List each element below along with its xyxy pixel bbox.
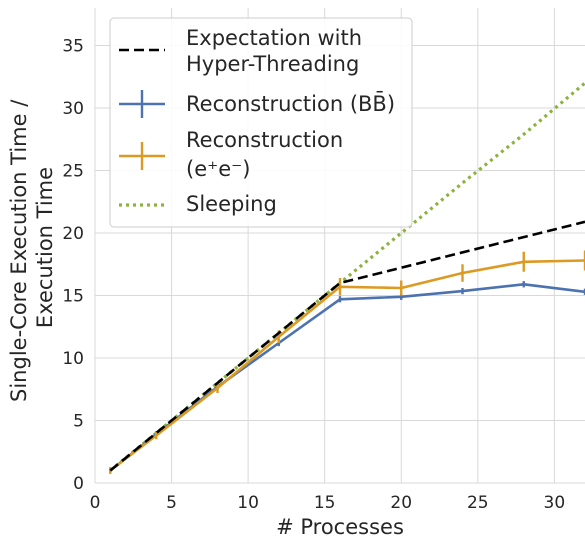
y-tick-label: 5 xyxy=(73,412,84,432)
x-tick-label: 5 xyxy=(166,493,177,513)
series-recon_ee xyxy=(109,250,585,473)
y-tick-label: 25 xyxy=(62,162,84,182)
legend-label: Reconstruction xyxy=(186,128,343,152)
legend-label: Expectation with xyxy=(186,26,362,50)
y-axis-label-line-2: Execution Time xyxy=(33,167,57,328)
y-tick-label: 30 xyxy=(62,99,84,119)
legend-entry-recon_ee: Reconstruction (e⁺e⁻) xyxy=(119,128,343,181)
y-tick-label: 20 xyxy=(62,224,84,244)
legend-label: Hyper-Threading xyxy=(186,52,359,76)
x-tick-label: 25 xyxy=(467,493,489,513)
x-tick-label: 20 xyxy=(390,493,412,513)
tick-labels: 0 5 10 15 20 25 30 0 5 10 15 20 25 30 35 xyxy=(62,37,565,514)
y-axis-label-line-1: Single-Core Execution Time / xyxy=(7,99,31,402)
y-axis-label: Single-Core Execution Time / Execution T… xyxy=(7,93,57,402)
legend-label: (e⁺e⁻) xyxy=(186,157,250,181)
y-tick-label: 35 xyxy=(62,37,84,57)
legend-label: Sleeping xyxy=(186,192,277,216)
series-layer xyxy=(109,81,585,474)
legend-label: Reconstruction (BB̄) xyxy=(186,91,395,116)
legend-box xyxy=(109,17,413,228)
y-tick-label: 15 xyxy=(62,287,84,307)
legend-entry-recon_bb: Reconstruction (BB̄) xyxy=(119,90,395,118)
y-tick-label: 0 xyxy=(73,474,84,494)
x-tick-label: 10 xyxy=(237,493,259,513)
x-tick-label: 15 xyxy=(314,493,336,513)
x-axis-label: # Processes xyxy=(276,515,404,539)
x-tick-label: 30 xyxy=(544,493,566,513)
x-tick-label: 0 xyxy=(90,493,101,513)
series-expectation xyxy=(109,220,585,472)
y-tick-label: 10 xyxy=(62,349,84,369)
series-line-expectation xyxy=(109,220,585,472)
legend-entry-sleeping: Sleeping xyxy=(119,192,277,216)
